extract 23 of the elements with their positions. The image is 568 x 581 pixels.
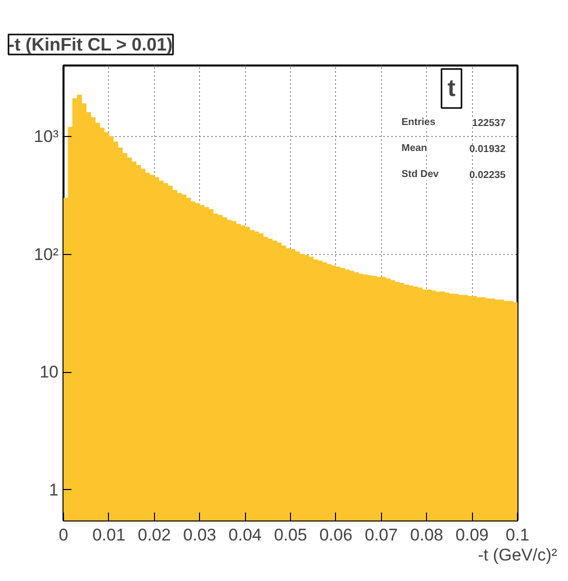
x-tick-label: 0.06 xyxy=(319,526,352,544)
annotation: Mean xyxy=(402,143,428,154)
annotation: 0.01932 xyxy=(469,144,506,155)
y-tick-label: 10² xyxy=(34,244,59,264)
annotation: t xyxy=(448,75,456,102)
x-tick-label: 0.02 xyxy=(138,526,171,544)
x-tick-label: 0.04 xyxy=(228,526,262,544)
x-tick-label: 0.01 xyxy=(92,526,126,544)
y-tick-label: 10³ xyxy=(34,126,59,146)
x-tick-label: 0.07 xyxy=(364,526,398,544)
y-tick-label: 1 xyxy=(49,480,59,500)
x-tick-label: 0.1 xyxy=(506,526,530,544)
annotation: 0.02235 xyxy=(469,170,506,181)
annotation: 122537 xyxy=(472,118,506,129)
x-tick-label: 0.03 xyxy=(183,526,216,544)
x-tick-label: 0.05 xyxy=(274,526,308,544)
annotation: Entries xyxy=(402,117,436,128)
y-tick-label: 10 xyxy=(40,362,59,382)
x-tick-label: 0.09 xyxy=(456,526,489,544)
annotation: Std Dev xyxy=(402,169,440,180)
x-tick-label: 0.08 xyxy=(410,526,444,544)
x-axis-title: -t (GeV/c)² xyxy=(478,546,558,564)
x-tick-label: 0 xyxy=(58,526,68,544)
